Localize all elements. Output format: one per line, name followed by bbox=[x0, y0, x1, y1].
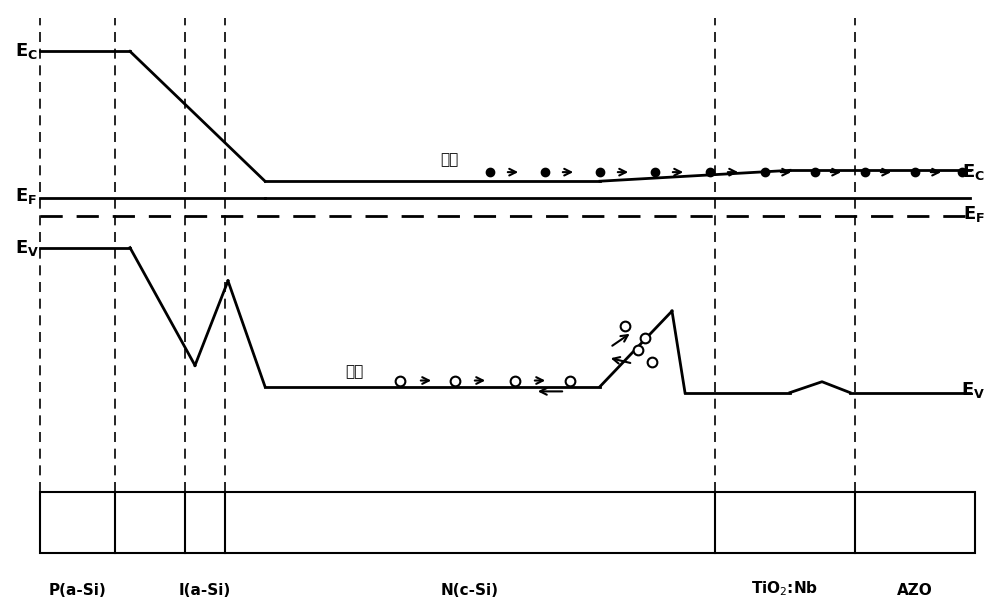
Text: AZO: AZO bbox=[897, 583, 933, 598]
Text: 空穴: 空穴 bbox=[345, 364, 363, 379]
Text: $\mathbf{E_C}$: $\mathbf{E_C}$ bbox=[15, 41, 38, 62]
Bar bbox=[40, 492, 975, 553]
Text: P(a-Si): P(a-Si) bbox=[49, 583, 107, 598]
Text: I(a-Si): I(a-Si) bbox=[179, 583, 231, 598]
Text: $\mathbf{E_V}$: $\mathbf{E_V}$ bbox=[15, 237, 39, 258]
Text: TiO$_2$:Nb: TiO$_2$:Nb bbox=[751, 579, 819, 598]
Text: 电子: 电子 bbox=[440, 153, 458, 167]
Text: $\mathbf{E_V}$: $\mathbf{E_V}$ bbox=[961, 379, 985, 400]
Text: $\mathbf{E_F}$: $\mathbf{E_F}$ bbox=[15, 186, 37, 207]
Text: N(c-Si): N(c-Si) bbox=[441, 583, 499, 598]
Text: $\mathbf{E_C}$: $\mathbf{E_C}$ bbox=[962, 162, 985, 182]
Text: $\mathbf{E_F}$: $\mathbf{E_F}$ bbox=[963, 204, 985, 225]
